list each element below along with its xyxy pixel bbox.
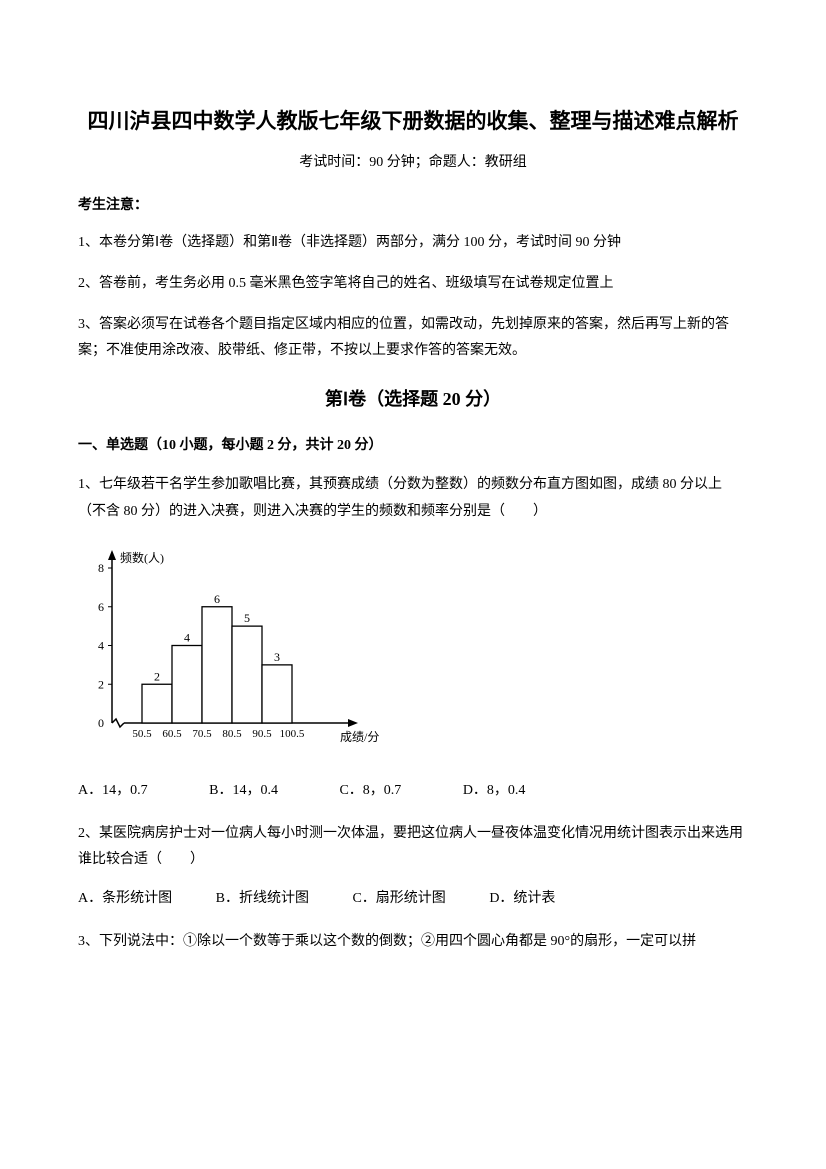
q1-option-b: B．14，0.4 <box>209 778 278 803</box>
svg-text:频数(人): 频数(人) <box>120 550 164 565</box>
question-1-options: A．14，0.7 B．14，0.4 C．8，0.7 D．8，0.4 <box>78 778 748 803</box>
question-2-text: 2、某医院病房护士对一位病人每小时测一次体温，要把这位病人一昼夜体温变化情况用统… <box>78 821 748 874</box>
svg-text:3: 3 <box>274 649 280 663</box>
question-3-text: 3、下列说法中：①除以一个数等于乘以这个数的倒数；②用四个圆心角都是 90°的扇… <box>78 929 748 956</box>
svg-text:0: 0 <box>98 716 104 730</box>
svg-text:5: 5 <box>244 611 250 625</box>
svg-text:50.5: 50.5 <box>132 728 152 740</box>
svg-text:6: 6 <box>214 591 220 605</box>
notice-item-3: 3、答案必须写在试卷各个题目指定区域内相应的位置，如需改动，先划掉原来的答案，然… <box>78 312 748 365</box>
svg-text:4: 4 <box>184 630 190 644</box>
q2-option-d: D．统计表 <box>489 886 555 911</box>
document-subtitle: 考试时间：90 分钟；命题人：教研组 <box>78 150 748 175</box>
q1-option-d: D．8，0.4 <box>463 778 526 803</box>
svg-text:100.5: 100.5 <box>280 728 305 740</box>
svg-text:成绩/分: 成绩/分 <box>340 730 379 744</box>
svg-text:6: 6 <box>98 599 104 613</box>
notice-item-2: 2、答卷前，考生务必用 0.5 毫米黑色签字笔将自己的姓名、班级填写在试卷规定位… <box>78 271 748 298</box>
q2-option-a: A．条形统计图 <box>78 886 172 911</box>
svg-text:8: 8 <box>98 561 104 575</box>
subsection-heading: 一、单选题（10 小题，每小题 2 分，共计 20 分） <box>78 433 748 458</box>
q2-option-b: B．折线统计图 <box>216 886 309 911</box>
svg-text:70.5: 70.5 <box>192 728 212 740</box>
svg-text:90.5: 90.5 <box>252 728 272 740</box>
svg-text:2: 2 <box>154 669 160 683</box>
notice-item-1: 1、本卷分第Ⅰ卷（选择题）和第Ⅱ卷（非选择题）两部分，满分 100 分，考试时间… <box>78 230 748 257</box>
q1-option-a: A．14，0.7 <box>78 778 148 803</box>
notice-heading: 考生注意： <box>78 193 748 218</box>
question-2-options: A．条形统计图 B．折线统计图 C．扇形统计图 D．统计表 <box>78 886 748 911</box>
svg-text:60.5: 60.5 <box>162 728 182 740</box>
q2-option-c: C．扇形统计图 <box>352 886 445 911</box>
histogram-svg: 频数(人) 成绩/分 0 2 4 6 8 2 4 6 5 3 50.5 60.5 70.5 80.5 90.5 1… <box>82 538 392 758</box>
svg-text:2: 2 <box>98 677 104 691</box>
question-1-text: 1、七年级若干名学生参加歌唱比赛，其预赛成绩（分数为整数）的频数分布直方图如图，… <box>78 472 748 525</box>
q1-option-c: C．8，0.7 <box>339 778 401 803</box>
svg-text:4: 4 <box>98 638 104 652</box>
document-title: 四川泸县四中数学人教版七年级下册数据的收集、整理与描述难点解析 <box>78 100 748 142</box>
svg-text:80.5: 80.5 <box>222 728 242 740</box>
histogram-chart: 频数(人) 成绩/分 0 2 4 6 8 2 4 6 5 3 50.5 60.5 70.5 80.5 90.5 1… <box>82 538 748 758</box>
section-heading: 第Ⅰ卷（选择题 20 分） <box>78 383 748 415</box>
